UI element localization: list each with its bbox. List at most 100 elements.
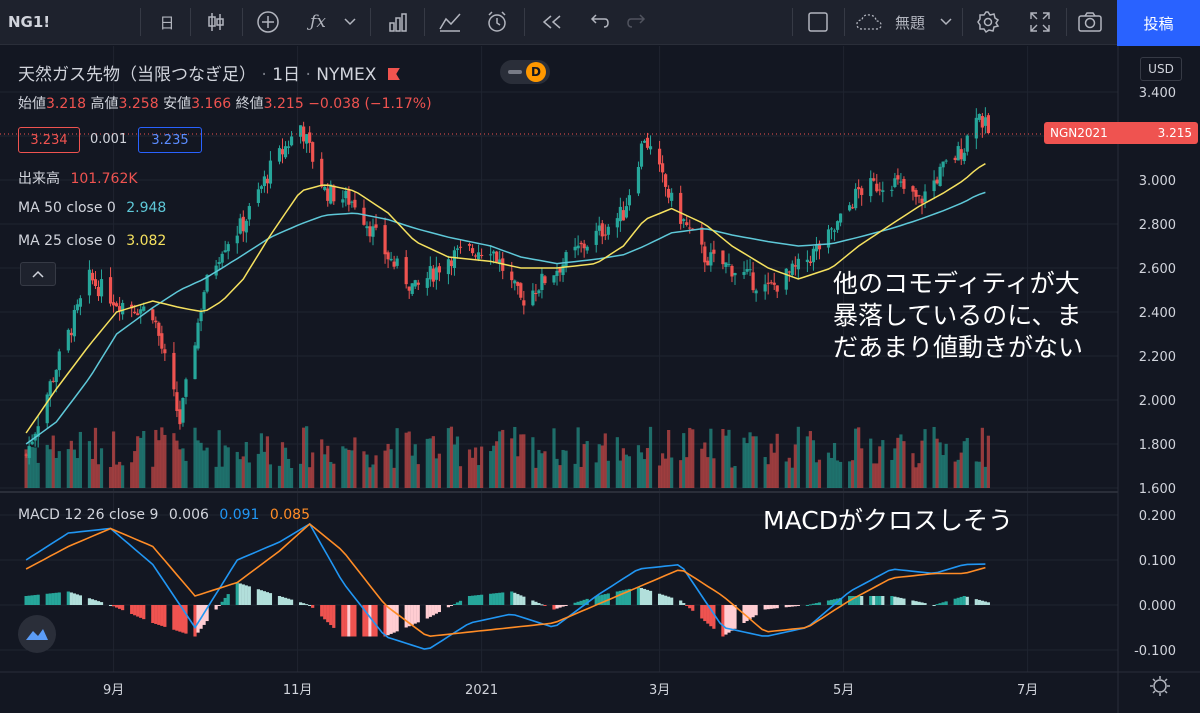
volume-legend: 出来高 101.762K [18, 168, 138, 188]
macd-histogram-bar [36, 594, 40, 605]
volume-bar [814, 462, 819, 488]
macd-histogram-bar [111, 605, 116, 607]
volume-bar [600, 445, 604, 488]
volume-bar [790, 467, 794, 488]
volume-bar [944, 443, 948, 488]
chevron-down-icon[interactable] [340, 0, 360, 44]
bar-chart-icon[interactable] [380, 0, 416, 44]
ask-box[interactable]: 3.235 [138, 127, 202, 153]
interval-button[interactable]: 日 [159, 13, 175, 32]
layout-name[interactable]: 無題 [894, 13, 925, 32]
volume-bar [247, 462, 251, 488]
candle-body [268, 160, 273, 184]
symbol-search[interactable]: NG1! [8, 13, 51, 31]
post-button[interactable]: 投稿 [1117, 0, 1200, 46]
candle-body [543, 276, 547, 284]
layout-menu-chevron-icon[interactable] [936, 0, 956, 44]
replay-icon[interactable] [534, 0, 570, 44]
candle-body [869, 178, 873, 197]
macd-histogram-bar [772, 605, 776, 609]
volume-bar [130, 462, 134, 488]
settings-gear-icon [1150, 676, 1170, 696]
candle-body [425, 278, 429, 288]
candle-body [751, 272, 755, 291]
bid-box[interactable]: 3.234 [18, 127, 80, 153]
alert-clock-icon[interactable] [480, 0, 516, 44]
macd-histogram-bar [733, 605, 737, 629]
candle-body [769, 282, 773, 284]
macd-histogram-bar [87, 598, 92, 605]
volume-bar [371, 464, 375, 488]
candle-body [881, 190, 885, 192]
volume-bar [320, 439, 324, 488]
market-status-pill[interactable]: D [500, 60, 550, 84]
candle-body [452, 250, 457, 268]
macd-histogram-bar [875, 596, 879, 605]
volume-bar [374, 455, 378, 488]
candle-body [510, 271, 514, 281]
volume-bar [679, 460, 683, 488]
volume-bar [730, 467, 734, 488]
gear-icon[interactable] [970, 0, 1006, 44]
volume-bar [585, 441, 589, 488]
volume-bar [763, 457, 767, 488]
volume-bar [308, 467, 312, 488]
macd-histogram-bar [763, 605, 767, 610]
add-indicator-icon[interactable] [250, 0, 286, 44]
interval-label[interactable]: 1日 [272, 65, 301, 85]
volume-bar [606, 460, 610, 488]
volume-bar [953, 461, 957, 488]
candle-body [184, 379, 188, 397]
volume-bar [938, 442, 942, 488]
candle-body [730, 265, 734, 277]
layout-square-icon[interactable] [800, 0, 836, 44]
macd-histogram-bar [407, 605, 411, 627]
fullscreen-icon[interactable] [1022, 0, 1058, 44]
candle-body [582, 243, 586, 249]
candle-body [552, 275, 556, 283]
candle-body [920, 198, 924, 204]
redo-icon[interactable] [620, 0, 654, 44]
macd-histogram-bar [163, 605, 167, 627]
candle-body [974, 117, 978, 139]
macd-histogram-bar [657, 593, 662, 605]
volume-bar [302, 427, 306, 488]
candle-body [573, 246, 577, 251]
macd-legend[interactable]: MACD 12 26 close 9 0.006 0.091 0.085 [18, 507, 310, 523]
minus-icon [508, 70, 522, 74]
exchange-label[interactable]: NYMEX [316, 65, 377, 85]
currency-badge[interactable]: USD [1140, 57, 1182, 81]
macd-histogram-bar [54, 592, 58, 605]
candles-icon[interactable] [198, 0, 234, 44]
ma50-legend[interactable]: MA 50 close 0 2.948 [18, 200, 166, 216]
instrument-title[interactable]: 天然ガス先物（当限つなぎ足） [18, 65, 256, 85]
open-value: 3.218 [46, 96, 87, 112]
volume-bar [75, 458, 79, 488]
volume-bar [618, 460, 622, 488]
chevron-up-icon[interactable] [20, 262, 56, 286]
volume-bar [347, 449, 351, 488]
candle-body [362, 207, 366, 225]
camera-icon[interactable] [1072, 0, 1108, 44]
candle-body [667, 188, 671, 198]
volume-bar [597, 444, 601, 488]
chart-canvas[interactable]: 3.4003.2003.0002.8002.6002.4002.2002.000… [0, 46, 1200, 713]
candle-body [896, 175, 900, 180]
candle-body [299, 125, 303, 137]
candle-body [410, 283, 414, 294]
macd-histogram-bar [326, 605, 330, 623]
compare-icon[interactable] [432, 0, 468, 44]
volume-bar [688, 427, 692, 488]
candle-body [636, 166, 641, 194]
undo-icon[interactable] [582, 0, 616, 44]
tradingview-logo-icon[interactable] [18, 615, 56, 653]
candle-body [90, 272, 95, 281]
fx-icon[interactable]: ƒx [310, 12, 326, 32]
volume-bar [238, 459, 242, 488]
volume-bar [645, 448, 650, 488]
ma25-legend[interactable]: MA 25 close 0 3.082 [18, 233, 166, 249]
macd-histogram-bar [344, 605, 348, 637]
macd-histogram-bar [308, 605, 312, 606]
candle-body [27, 446, 31, 458]
ma25-value: 3.082 [126, 233, 167, 249]
